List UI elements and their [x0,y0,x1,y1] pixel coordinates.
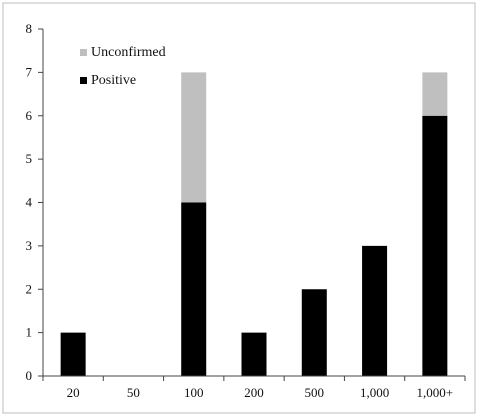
x-tick-label: 1,000+ [417,385,454,400]
x-axis-ticks: 20 50 100 200 500 1,000 1,000+ [42,376,466,400]
y-tick-label: 2 [26,281,33,296]
bar-positive [241,332,267,376]
y-tick-label: 5 [26,151,33,166]
x-tick-label: 20 [67,385,80,400]
y-tick-label: 6 [26,108,33,123]
y-tick-label: 1 [26,325,33,340]
y-axis-ticks: 0 1 2 3 4 5 6 7 8 [26,21,43,383]
legend-label-positive: Positive [91,73,136,88]
y-tick-label: 0 [26,368,33,383]
x-tick-label: 50 [127,385,140,400]
y-tick-label: 7 [26,64,33,79]
bar-positive [60,332,86,376]
bar-positive [422,115,448,376]
bar-unconfirmed [422,72,448,116]
bar-positive [181,202,207,376]
legend: Unconfirmed Positive [80,45,166,88]
legend-swatch-unconfirmed [80,49,87,56]
legend-label-unconfirmed: Unconfirmed [91,45,166,60]
bar-positive [362,245,388,376]
y-tick-label: 4 [26,195,33,210]
legend-swatch-positive [80,77,87,84]
x-tick-label: 500 [305,385,325,400]
y-tick-label: 8 [26,21,33,36]
x-tick-label: 1,000 [360,385,389,400]
bars-layer [60,72,448,376]
bar-positive [301,289,327,376]
x-tick-label: 200 [244,385,264,400]
y-tick-label: 3 [26,238,33,253]
bar-unconfirmed [181,72,207,203]
x-tick-label: 100 [184,385,204,400]
